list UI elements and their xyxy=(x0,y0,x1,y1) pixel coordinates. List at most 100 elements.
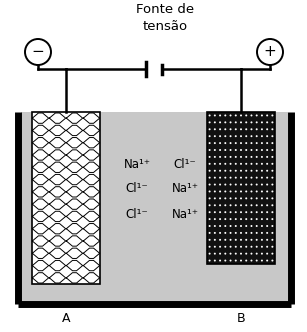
Circle shape xyxy=(214,197,216,199)
Circle shape xyxy=(271,204,274,206)
Circle shape xyxy=(256,177,258,179)
Circle shape xyxy=(214,163,216,165)
Circle shape xyxy=(219,197,221,199)
Circle shape xyxy=(209,225,211,227)
Circle shape xyxy=(271,197,274,199)
Circle shape xyxy=(235,191,237,193)
Circle shape xyxy=(256,204,258,206)
Circle shape xyxy=(256,225,258,227)
Circle shape xyxy=(224,135,226,137)
Circle shape xyxy=(271,142,274,144)
Circle shape xyxy=(214,184,216,186)
Circle shape xyxy=(214,211,216,213)
Circle shape xyxy=(271,260,274,262)
Circle shape xyxy=(219,246,221,248)
Circle shape xyxy=(256,197,258,199)
Circle shape xyxy=(209,115,211,117)
Circle shape xyxy=(219,211,221,213)
Circle shape xyxy=(245,142,247,144)
Circle shape xyxy=(224,184,226,186)
Circle shape xyxy=(224,225,226,227)
Circle shape xyxy=(214,260,216,262)
Circle shape xyxy=(256,211,258,213)
Circle shape xyxy=(219,115,221,117)
Circle shape xyxy=(240,246,242,248)
Circle shape xyxy=(271,239,274,241)
Circle shape xyxy=(235,260,237,262)
Circle shape xyxy=(219,225,221,227)
Circle shape xyxy=(261,218,263,220)
Circle shape xyxy=(219,253,221,255)
Circle shape xyxy=(256,128,258,130)
Circle shape xyxy=(251,232,252,234)
Circle shape xyxy=(224,197,226,199)
Circle shape xyxy=(245,135,247,137)
Circle shape xyxy=(209,170,211,172)
Circle shape xyxy=(240,239,242,241)
Circle shape xyxy=(271,122,274,124)
Bar xyxy=(207,112,275,264)
Circle shape xyxy=(214,115,216,117)
Circle shape xyxy=(261,246,263,248)
Circle shape xyxy=(245,260,247,262)
Circle shape xyxy=(266,232,268,234)
Circle shape xyxy=(251,246,252,248)
Circle shape xyxy=(266,122,268,124)
Circle shape xyxy=(224,163,226,165)
Circle shape xyxy=(224,115,226,117)
Circle shape xyxy=(235,253,237,255)
Circle shape xyxy=(261,204,263,206)
Circle shape xyxy=(261,253,263,255)
Circle shape xyxy=(214,149,216,151)
Circle shape xyxy=(219,170,221,172)
Circle shape xyxy=(251,149,252,151)
Circle shape xyxy=(219,128,221,130)
Text: Fonte de
tensão: Fonte de tensão xyxy=(136,3,194,33)
Circle shape xyxy=(240,232,242,234)
Circle shape xyxy=(240,197,242,199)
Circle shape xyxy=(214,204,216,206)
Circle shape xyxy=(219,122,221,124)
Circle shape xyxy=(209,156,211,158)
Circle shape xyxy=(224,246,226,248)
Circle shape xyxy=(261,211,263,213)
Circle shape xyxy=(261,156,263,158)
Text: Na¹⁺: Na¹⁺ xyxy=(123,157,150,171)
Circle shape xyxy=(230,246,231,248)
Circle shape xyxy=(230,197,231,199)
Circle shape xyxy=(245,246,247,248)
Circle shape xyxy=(245,211,247,213)
Circle shape xyxy=(271,232,274,234)
Circle shape xyxy=(257,39,283,65)
Circle shape xyxy=(25,39,51,65)
Circle shape xyxy=(261,184,263,186)
Circle shape xyxy=(261,122,263,124)
Circle shape xyxy=(224,142,226,144)
Circle shape xyxy=(224,170,226,172)
Circle shape xyxy=(256,135,258,137)
Circle shape xyxy=(251,218,252,220)
Circle shape xyxy=(224,232,226,234)
Circle shape xyxy=(245,128,247,130)
Circle shape xyxy=(256,253,258,255)
Circle shape xyxy=(256,170,258,172)
Circle shape xyxy=(230,163,231,165)
Circle shape xyxy=(230,239,231,241)
Text: A: A xyxy=(62,311,70,324)
Circle shape xyxy=(209,253,211,255)
Circle shape xyxy=(261,142,263,144)
Circle shape xyxy=(240,135,242,137)
Circle shape xyxy=(209,128,211,130)
Circle shape xyxy=(224,191,226,193)
Circle shape xyxy=(251,122,252,124)
Circle shape xyxy=(235,184,237,186)
Circle shape xyxy=(240,122,242,124)
Circle shape xyxy=(224,218,226,220)
Circle shape xyxy=(214,170,216,172)
Text: Cl¹⁻: Cl¹⁻ xyxy=(126,183,148,196)
Circle shape xyxy=(230,225,231,227)
Circle shape xyxy=(230,149,231,151)
Circle shape xyxy=(235,177,237,179)
Circle shape xyxy=(219,142,221,144)
Circle shape xyxy=(271,163,274,165)
